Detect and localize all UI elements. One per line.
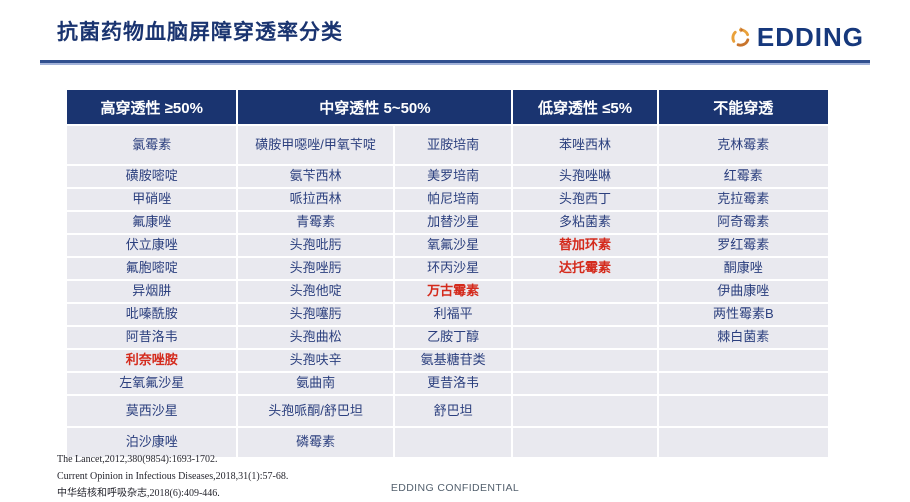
- penetration-table: 高穿透性 ≥50% 中穿透性 5~50% 低穿透性 ≤5% 不能穿透 氯霉素 磺胺甲噁唑…: [65, 88, 830, 459]
- drug-cell: 伏立康唑: [67, 235, 237, 256]
- drug-cell: 甲硝唑: [67, 189, 237, 210]
- drug-cell: 头孢噻肟: [238, 304, 393, 325]
- table-row: 磺胺嘧啶 氨苄西林 美罗培南 头孢唑啉 红霉素: [67, 166, 828, 187]
- column-header: 低穿透性 ≤5%: [513, 90, 657, 124]
- drug-cell: 阿奇霉素: [658, 212, 828, 233]
- table-row: 利奈唑胺 头孢呋辛 氨基糖苷类: [67, 350, 828, 371]
- drug-cell: 头孢唑肟: [238, 258, 393, 279]
- table-row: 吡嗪酰胺 头孢噻肟 利福平 两性霉素B: [67, 304, 828, 325]
- drug-cell: 伊曲康唑: [658, 281, 828, 302]
- column-header: 中穿透性 5~50%: [238, 90, 512, 124]
- drug-cell: 哌拉西林: [238, 189, 393, 210]
- logo-wordmark: EDDING: [756, 22, 864, 52]
- edding-logo: EDDING: [729, 22, 864, 53]
- drug-cell: 棘白菌素: [658, 327, 828, 348]
- penetration-table-container: 高穿透性 ≥50% 中穿透性 5~50% 低穿透性 ≤5% 不能穿透 氯霉素 磺胺甲噁唑…: [65, 88, 830, 459]
- drug-cell: [513, 281, 657, 302]
- drug-cell: 泊沙康唑: [67, 428, 237, 457]
- title-underline: [40, 60, 870, 65]
- confidential-label: EDDING CONFIDENTIAL: [390, 482, 520, 494]
- drug-cell: 青霉素: [238, 212, 393, 233]
- drug-cell: [513, 428, 657, 457]
- drug-cell: [658, 373, 828, 394]
- drug-cell: 克拉霉素: [658, 189, 828, 210]
- drug-cell: [513, 304, 657, 325]
- reference-item: The Lancet,2012,380(9854):1693-1702.: [57, 454, 218, 465]
- drug-cell: 美罗培南: [394, 166, 512, 187]
- drug-cell: [394, 428, 512, 457]
- drug-cell: 苯唑西林: [513, 126, 657, 164]
- drug-cell: 磺胺甲噁唑/甲氧苄啶: [238, 126, 393, 164]
- drug-cell: 氧氟沙星: [394, 235, 512, 256]
- drug-cell: 达托霉素: [513, 258, 657, 279]
- drug-cell: 舒巴坦: [394, 396, 512, 426]
- table-row: 氟胞嘧啶 头孢唑肟 环丙沙星 达托霉素 酮康唑: [67, 258, 828, 279]
- drug-cell: 氨苄西林: [238, 166, 393, 187]
- reference-item: Current Opinion in Infectious Diseases,2…: [57, 471, 289, 482]
- drug-cell: 头孢唑啉: [513, 166, 657, 187]
- table-row: 阿昔洛韦 头孢曲松 乙胺丁醇 棘白菌素: [67, 327, 828, 348]
- drug-cell: 帕尼培南: [394, 189, 512, 210]
- drug-cell: 利福平: [394, 304, 512, 325]
- table-row: 莫西沙星 头孢哌酮/舒巴坦 舒巴坦: [67, 396, 828, 426]
- drug-cell: 头孢他啶: [238, 281, 393, 302]
- drug-cell: 万古霉素: [394, 281, 512, 302]
- drug-cell: 头孢吡肟: [238, 235, 393, 256]
- drug-cell: 头孢曲松: [238, 327, 393, 348]
- drug-cell: [513, 350, 657, 371]
- drug-cell: 克林霉素: [658, 126, 828, 164]
- drug-cell: 亚胺培南: [394, 126, 512, 164]
- drug-cell: 异烟肼: [67, 281, 237, 302]
- drug-cell: 氯霉素: [67, 126, 237, 164]
- drug-cell: 多粘菌素: [513, 212, 657, 233]
- drug-cell: [513, 373, 657, 394]
- drug-cell: 更昔洛韦: [394, 373, 512, 394]
- table-row: 左氧氟沙星 氨曲南 更昔洛韦: [67, 373, 828, 394]
- drug-cell: 环丙沙星: [394, 258, 512, 279]
- drug-cell: 氟胞嘧啶: [67, 258, 237, 279]
- drug-cell: 头孢呋辛: [238, 350, 393, 371]
- drug-cell: 氨曲南: [238, 373, 393, 394]
- drug-cell: 磷霉素: [238, 428, 393, 457]
- reference-item: 中华结核和呼吸杂志,2018(6):409-446.: [57, 488, 220, 499]
- drug-cell: 头孢西丁: [513, 189, 657, 210]
- drug-cell: 替加环素: [513, 235, 657, 256]
- page-title: 抗菌药物血脑屏障穿透率分类: [57, 21, 343, 44]
- drug-cell: 红霉素: [658, 166, 828, 187]
- drug-cell: 氨基糖苷类: [394, 350, 512, 371]
- drug-cell: [513, 396, 657, 426]
- table-row: 伏立康唑 头孢吡肟 氧氟沙星 替加环素 罗红霉素: [67, 235, 828, 256]
- drug-cell: 莫西沙星: [67, 396, 237, 426]
- column-header: 不能穿透: [658, 90, 828, 124]
- drug-cell: 利奈唑胺: [67, 350, 237, 371]
- drug-cell: [658, 428, 828, 457]
- drug-cell: 酮康唑: [658, 258, 828, 279]
- table-header-row: 高穿透性 ≥50% 中穿透性 5~50% 低穿透性 ≤5% 不能穿透: [67, 90, 828, 124]
- table-row: 氯霉素 磺胺甲噁唑/甲氧苄啶 亚胺培南 苯唑西林 克林霉素: [67, 126, 828, 164]
- drug-cell: 阿昔洛韦: [67, 327, 237, 348]
- drug-cell: 吡嗪酰胺: [67, 304, 237, 325]
- drug-cell: 头孢哌酮/舒巴坦: [238, 396, 393, 426]
- drug-cell: [513, 327, 657, 348]
- table-row: 氟康唑 青霉素 加替沙星 多粘菌素 阿奇霉素: [67, 212, 828, 233]
- drug-cell: [658, 396, 828, 426]
- drug-cell: 乙胺丁醇: [394, 327, 512, 348]
- drug-cell: 磺胺嘧啶: [67, 166, 237, 187]
- drug-cell: [658, 350, 828, 371]
- reference-list: The Lancet,2012,380(9854):1693-1702. Cur…: [57, 451, 288, 502]
- table-body: 氯霉素 磺胺甲噁唑/甲氧苄啶 亚胺培南 苯唑西林 克林霉素 磺胺嘧啶 氨苄西林 美罗培南 头孢唑…: [67, 126, 828, 457]
- drug-cell: 两性霉素B: [658, 304, 828, 325]
- drug-cell: 罗红霉素: [658, 235, 828, 256]
- drug-cell: 加替沙星: [394, 212, 512, 233]
- table-row: 异烟肼 头孢他啶 万古霉素 伊曲康唑: [67, 281, 828, 302]
- drug-cell: 氟康唑: [67, 212, 237, 233]
- drug-cell: 左氧氟沙星: [67, 373, 237, 394]
- circular-arrows-icon: [729, 26, 752, 49]
- table-row: 泊沙康唑 磷霉素: [67, 428, 828, 457]
- table-row: 甲硝唑 哌拉西林 帕尼培南 头孢西丁 克拉霉素: [67, 189, 828, 210]
- column-header: 高穿透性 ≥50%: [67, 90, 237, 124]
